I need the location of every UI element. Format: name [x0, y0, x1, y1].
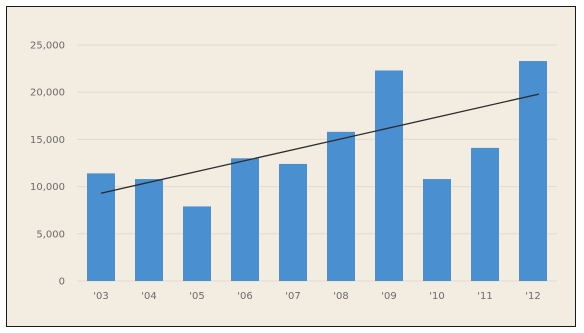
y-tick-label: 10,000 — [30, 182, 65, 193]
bar — [519, 61, 547, 281]
bar — [375, 70, 403, 281]
bar — [135, 179, 163, 281]
trendline-group — [100, 93, 540, 194]
x-tick-label: '04 — [141, 291, 156, 302]
y-tick-label: 15,000 — [30, 135, 65, 146]
y-axis-tick-labels: 0 5,000 10,000 15,000 20,000 25,000 — [30, 41, 65, 288]
bar — [231, 158, 259, 281]
trendline — [100, 93, 540, 194]
x-axis-tick-labels: '03 '04 '05 '06 '07 '08 '09 '10 '11 '12 — [93, 291, 540, 302]
x-tick-label: '07 — [285, 291, 300, 302]
x-tick-label: '05 — [189, 291, 204, 302]
bar — [471, 147, 499, 281]
x-tick-label: '03 — [93, 291, 108, 302]
y-tick-label: 25,000 — [30, 41, 65, 52]
y-tick-label: 5,000 — [36, 229, 65, 240]
chart-frame: 0 5,000 10,000 15,000 20,000 25,000 '03 '04 '05… — [6, 6, 576, 327]
y-tick-label: 20,000 — [30, 88, 65, 99]
bar-chart: 0 5,000 10,000 15,000 20,000 25,000 '03 '04 '05… — [30, 41, 557, 302]
bar — [183, 206, 211, 281]
bar — [423, 179, 451, 281]
x-tick-label: '12 — [525, 291, 540, 302]
x-tick-label: '11 — [477, 291, 492, 302]
x-tick-label: '09 — [381, 291, 396, 302]
bar — [327, 131, 355, 281]
x-tick-label: '06 — [237, 291, 252, 302]
x-tick-label: '08 — [333, 291, 348, 302]
x-tick-label: '10 — [429, 291, 444, 302]
bar — [87, 173, 115, 281]
y-tick-label: 0 — [59, 277, 65, 288]
bars — [87, 61, 547, 281]
bar — [279, 163, 307, 281]
